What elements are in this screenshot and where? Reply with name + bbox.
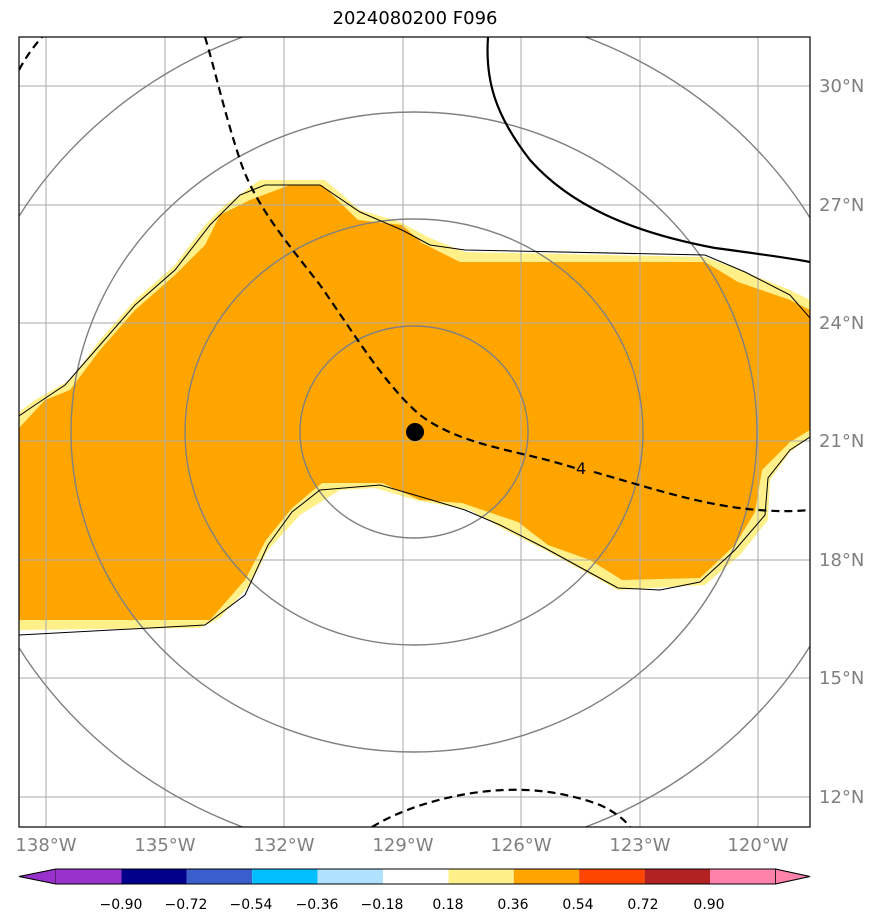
map-plot-area: 4 xyxy=(19,37,810,827)
colorbar-extend-high xyxy=(775,868,811,885)
colorbar-segment xyxy=(252,869,318,884)
colorbar-segment xyxy=(644,869,710,884)
colorbar-segment xyxy=(579,869,645,884)
colorbar-segment xyxy=(186,869,253,884)
lat-label: 27°N xyxy=(819,195,864,216)
lat-label: 12°N xyxy=(819,787,864,808)
colorbar-segment xyxy=(448,869,514,884)
colorbar-tick-label: −0.72 xyxy=(165,897,208,913)
lon-label: 129°W xyxy=(372,835,433,856)
lat-label: 21°N xyxy=(819,431,864,452)
colorbar-segment xyxy=(710,869,776,884)
colorbar-tick-label: 0.90 xyxy=(693,897,724,913)
colorbar-segment xyxy=(121,869,187,884)
colorbar-tick-label: −0.54 xyxy=(230,897,273,913)
colorbar-tick-label: 0.18 xyxy=(432,897,463,913)
lat-label: 15°N xyxy=(819,668,864,689)
lat-label: 24°N xyxy=(819,313,864,334)
colorbar-segment xyxy=(383,869,449,884)
lon-label: 123°W xyxy=(609,835,670,856)
lon-label: 135°W xyxy=(134,835,195,856)
plot-border xyxy=(18,36,811,828)
colorbar xyxy=(18,868,811,885)
lon-label: 126°W xyxy=(490,835,551,856)
map-title: 2024080200 F096 xyxy=(332,8,498,29)
colorbar-segment xyxy=(317,869,383,884)
colorbar-segment xyxy=(56,869,122,884)
longitude-labels: 138°W 135°W 132°W 129°W 126°W 123°W 120°… xyxy=(15,835,788,856)
latitude-labels: 30°N 27°N 24°N 21°N 18°N 15°N 12°N xyxy=(819,76,864,808)
contour-label: 4 xyxy=(576,459,586,478)
colorbar-tick-label: −0.36 xyxy=(296,897,339,913)
lat-label: 18°N xyxy=(819,550,864,571)
colorbar-extend-low xyxy=(18,868,57,885)
range-rings xyxy=(19,37,810,827)
colorbar-tick-label: 0.54 xyxy=(562,897,593,913)
colorbar-tick-label: −0.18 xyxy=(361,897,404,913)
lon-label: 132°W xyxy=(253,835,314,856)
colorbar-tick-label: −0.90 xyxy=(100,897,143,913)
orange-shading xyxy=(19,185,810,620)
colorbar-tick-label: 0.36 xyxy=(497,897,528,913)
colorbar-tick-label: 0.72 xyxy=(627,897,658,913)
lat-label: 30°N xyxy=(819,76,864,97)
colorbar-segment xyxy=(513,869,580,884)
colorbar-tick-labels: −0.90 −0.72 −0.54 −0.36 −0.18 0.18 0.36 … xyxy=(100,897,725,913)
solid-contour xyxy=(486,37,810,264)
dashed-contours xyxy=(19,37,810,827)
storm-center-marker xyxy=(406,423,424,441)
lon-label: 138°W xyxy=(15,835,76,856)
colorbar-outline xyxy=(18,868,811,885)
thin-outline-contour xyxy=(19,184,810,636)
lon-label: 120°W xyxy=(727,835,788,856)
lat-lon-grid xyxy=(19,37,810,827)
